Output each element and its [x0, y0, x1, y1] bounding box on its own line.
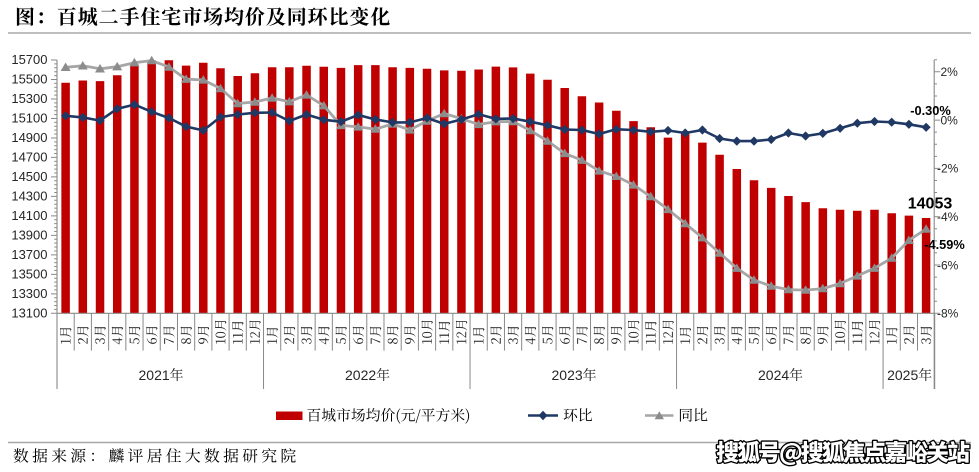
svg-text:14700: 14700 — [11, 150, 47, 165]
svg-text:2021: 2021 — [139, 367, 170, 383]
svg-text:14100: 14100 — [11, 208, 47, 223]
svg-text:15300: 15300 — [11, 91, 47, 106]
svg-text:15700: 15700 — [11, 52, 47, 67]
svg-text:13500: 13500 — [11, 267, 47, 282]
svg-text:-6%: -6% — [937, 258, 959, 272]
svg-text:-0.30%: -0.30% — [910, 103, 951, 118]
svg-text:13300: 13300 — [11, 286, 47, 301]
svg-text:15100: 15100 — [11, 111, 47, 126]
svg-text:13700: 13700 — [11, 247, 47, 262]
svg-text:14053: 14053 — [908, 196, 953, 213]
svg-text:2025: 2025 — [887, 367, 918, 383]
svg-text:2%: 2% — [941, 65, 959, 79]
svg-text:14300: 14300 — [11, 189, 47, 204]
svg-text:0%: 0% — [941, 113, 959, 127]
svg-text:-4.59%: -4.59% — [924, 237, 965, 252]
svg-text:-4%: -4% — [937, 210, 959, 224]
svg-text:15500: 15500 — [11, 72, 47, 87]
svg-text:14500: 14500 — [11, 169, 47, 184]
svg-text:2022: 2022 — [345, 367, 376, 383]
svg-text:13900: 13900 — [11, 228, 47, 243]
svg-text:-8%: -8% — [937, 307, 959, 321]
svg-text:2023: 2023 — [552, 367, 583, 383]
svg-text:-2%: -2% — [937, 162, 959, 176]
svg-text:2024: 2024 — [758, 367, 789, 383]
svg-text:14900: 14900 — [11, 130, 47, 145]
svg-text:13100: 13100 — [11, 306, 47, 321]
